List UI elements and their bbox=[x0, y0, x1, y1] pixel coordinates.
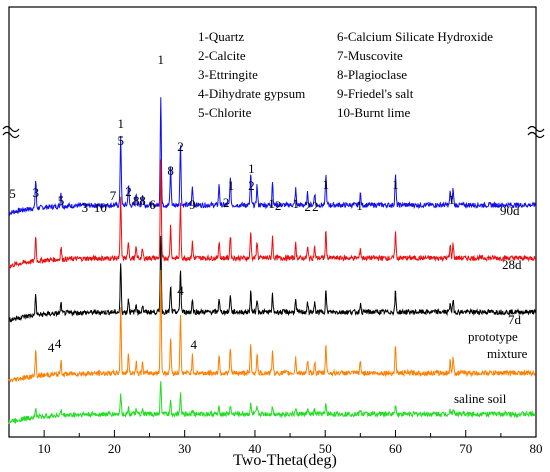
peak-label: 1 bbox=[392, 177, 399, 192]
peak-label: 4 bbox=[48, 340, 55, 355]
x-tick-label: 10 bbox=[38, 441, 51, 456]
series-line-7d bbox=[8, 235, 537, 323]
peak-label: 7 bbox=[110, 188, 117, 203]
peak-label: 3 bbox=[82, 200, 89, 215]
x-tick-label: 30 bbox=[178, 441, 191, 456]
peak-label: 5 bbox=[117, 133, 124, 148]
legend-entry: 3-Ettringite bbox=[198, 67, 258, 82]
series-layer bbox=[8, 97, 537, 425]
peak-label: 9 bbox=[189, 197, 196, 212]
peak-label: 1 bbox=[292, 196, 299, 211]
peak-label: 2 bbox=[248, 178, 255, 193]
peak-label: 2 bbox=[125, 184, 132, 199]
peak-label: 3 bbox=[32, 185, 39, 200]
peak-label: 5 bbox=[9, 186, 16, 201]
peak-label: 2 bbox=[275, 198, 282, 213]
legend-entry: 6-Calcium Silicate Hydroxide bbox=[337, 29, 493, 44]
peak-label: 4 bbox=[177, 283, 184, 298]
x-tick-label: 40 bbox=[248, 441, 261, 456]
legend-entry: 2-Calcite bbox=[198, 48, 246, 63]
series-label: 28d bbox=[502, 257, 522, 272]
peak-label: 8 bbox=[139, 193, 146, 208]
series-line-28d bbox=[8, 159, 537, 270]
legend-entry: 10-Burnt lime bbox=[337, 105, 411, 120]
peak-label: 8 bbox=[133, 193, 140, 208]
x-axis-title: Two-Theta(deg) bbox=[233, 452, 337, 469]
series-label: prototype bbox=[468, 329, 518, 344]
peak-label: 2 bbox=[304, 199, 311, 214]
peak-label: 4 bbox=[55, 336, 62, 351]
peak-label: 1 bbox=[356, 198, 363, 213]
legend-entry: 8-Plagioclase bbox=[337, 67, 407, 82]
series-label: 7d bbox=[508, 312, 522, 327]
peak-label: 1 bbox=[228, 178, 235, 193]
series-label: mixture bbox=[487, 346, 528, 361]
x-tick-label: 70 bbox=[459, 441, 472, 456]
peak-label: 1 bbox=[269, 196, 276, 211]
legend-entry: 1-Quartz bbox=[198, 29, 244, 44]
peak-label: 1 bbox=[248, 161, 255, 176]
peak-label: 1 bbox=[448, 192, 455, 207]
peak-label: 2 bbox=[177, 139, 184, 154]
legend: 1-Quartz 2-Calcite 3-Ettringite 4-Dihydrate… bbox=[198, 29, 493, 120]
peak-label: 10 bbox=[94, 200, 107, 215]
x-axis-ticks: 10 20 30 40 50 60 70 80 bbox=[8, 430, 543, 456]
plot-frame bbox=[8, 6, 537, 438]
series-labels: 90d 28d 7d prototype mixture saline soil bbox=[454, 203, 528, 406]
peak-label: 6 bbox=[149, 197, 156, 212]
peak-label: 5 bbox=[58, 193, 65, 208]
peak-label: 2 bbox=[223, 195, 230, 210]
x-tick-label: 80 bbox=[530, 441, 543, 456]
series-line-prototype-mixture bbox=[8, 269, 536, 383]
legend-entry: 9-Friedel's salt bbox=[337, 86, 414, 101]
series-line-saline-soil bbox=[8, 381, 537, 425]
axis-break-left bbox=[2, 125, 20, 139]
series-label: 90d bbox=[500, 203, 520, 218]
peak-label: 1 bbox=[117, 116, 124, 131]
peak-label: 1 bbox=[158, 52, 165, 67]
x-tick-label: 50 bbox=[319, 441, 332, 456]
x-tick-label: 20 bbox=[108, 441, 121, 456]
axis-break-right bbox=[527, 125, 545, 139]
peak-label: 1 bbox=[323, 177, 330, 192]
series-line-90d bbox=[8, 97, 537, 217]
peak-label: 8 bbox=[167, 163, 174, 178]
legend-entry: 5-Chlorite bbox=[198, 105, 252, 120]
peak-label: 4 bbox=[191, 337, 198, 352]
series-label: saline soil bbox=[454, 391, 507, 406]
x-tick-label: 60 bbox=[389, 441, 402, 456]
legend-entry: 7-Muscovite bbox=[337, 48, 403, 63]
peak-label: 2 bbox=[312, 199, 319, 214]
legend-entry: 4-Dihydrate gypsum bbox=[198, 86, 305, 101]
